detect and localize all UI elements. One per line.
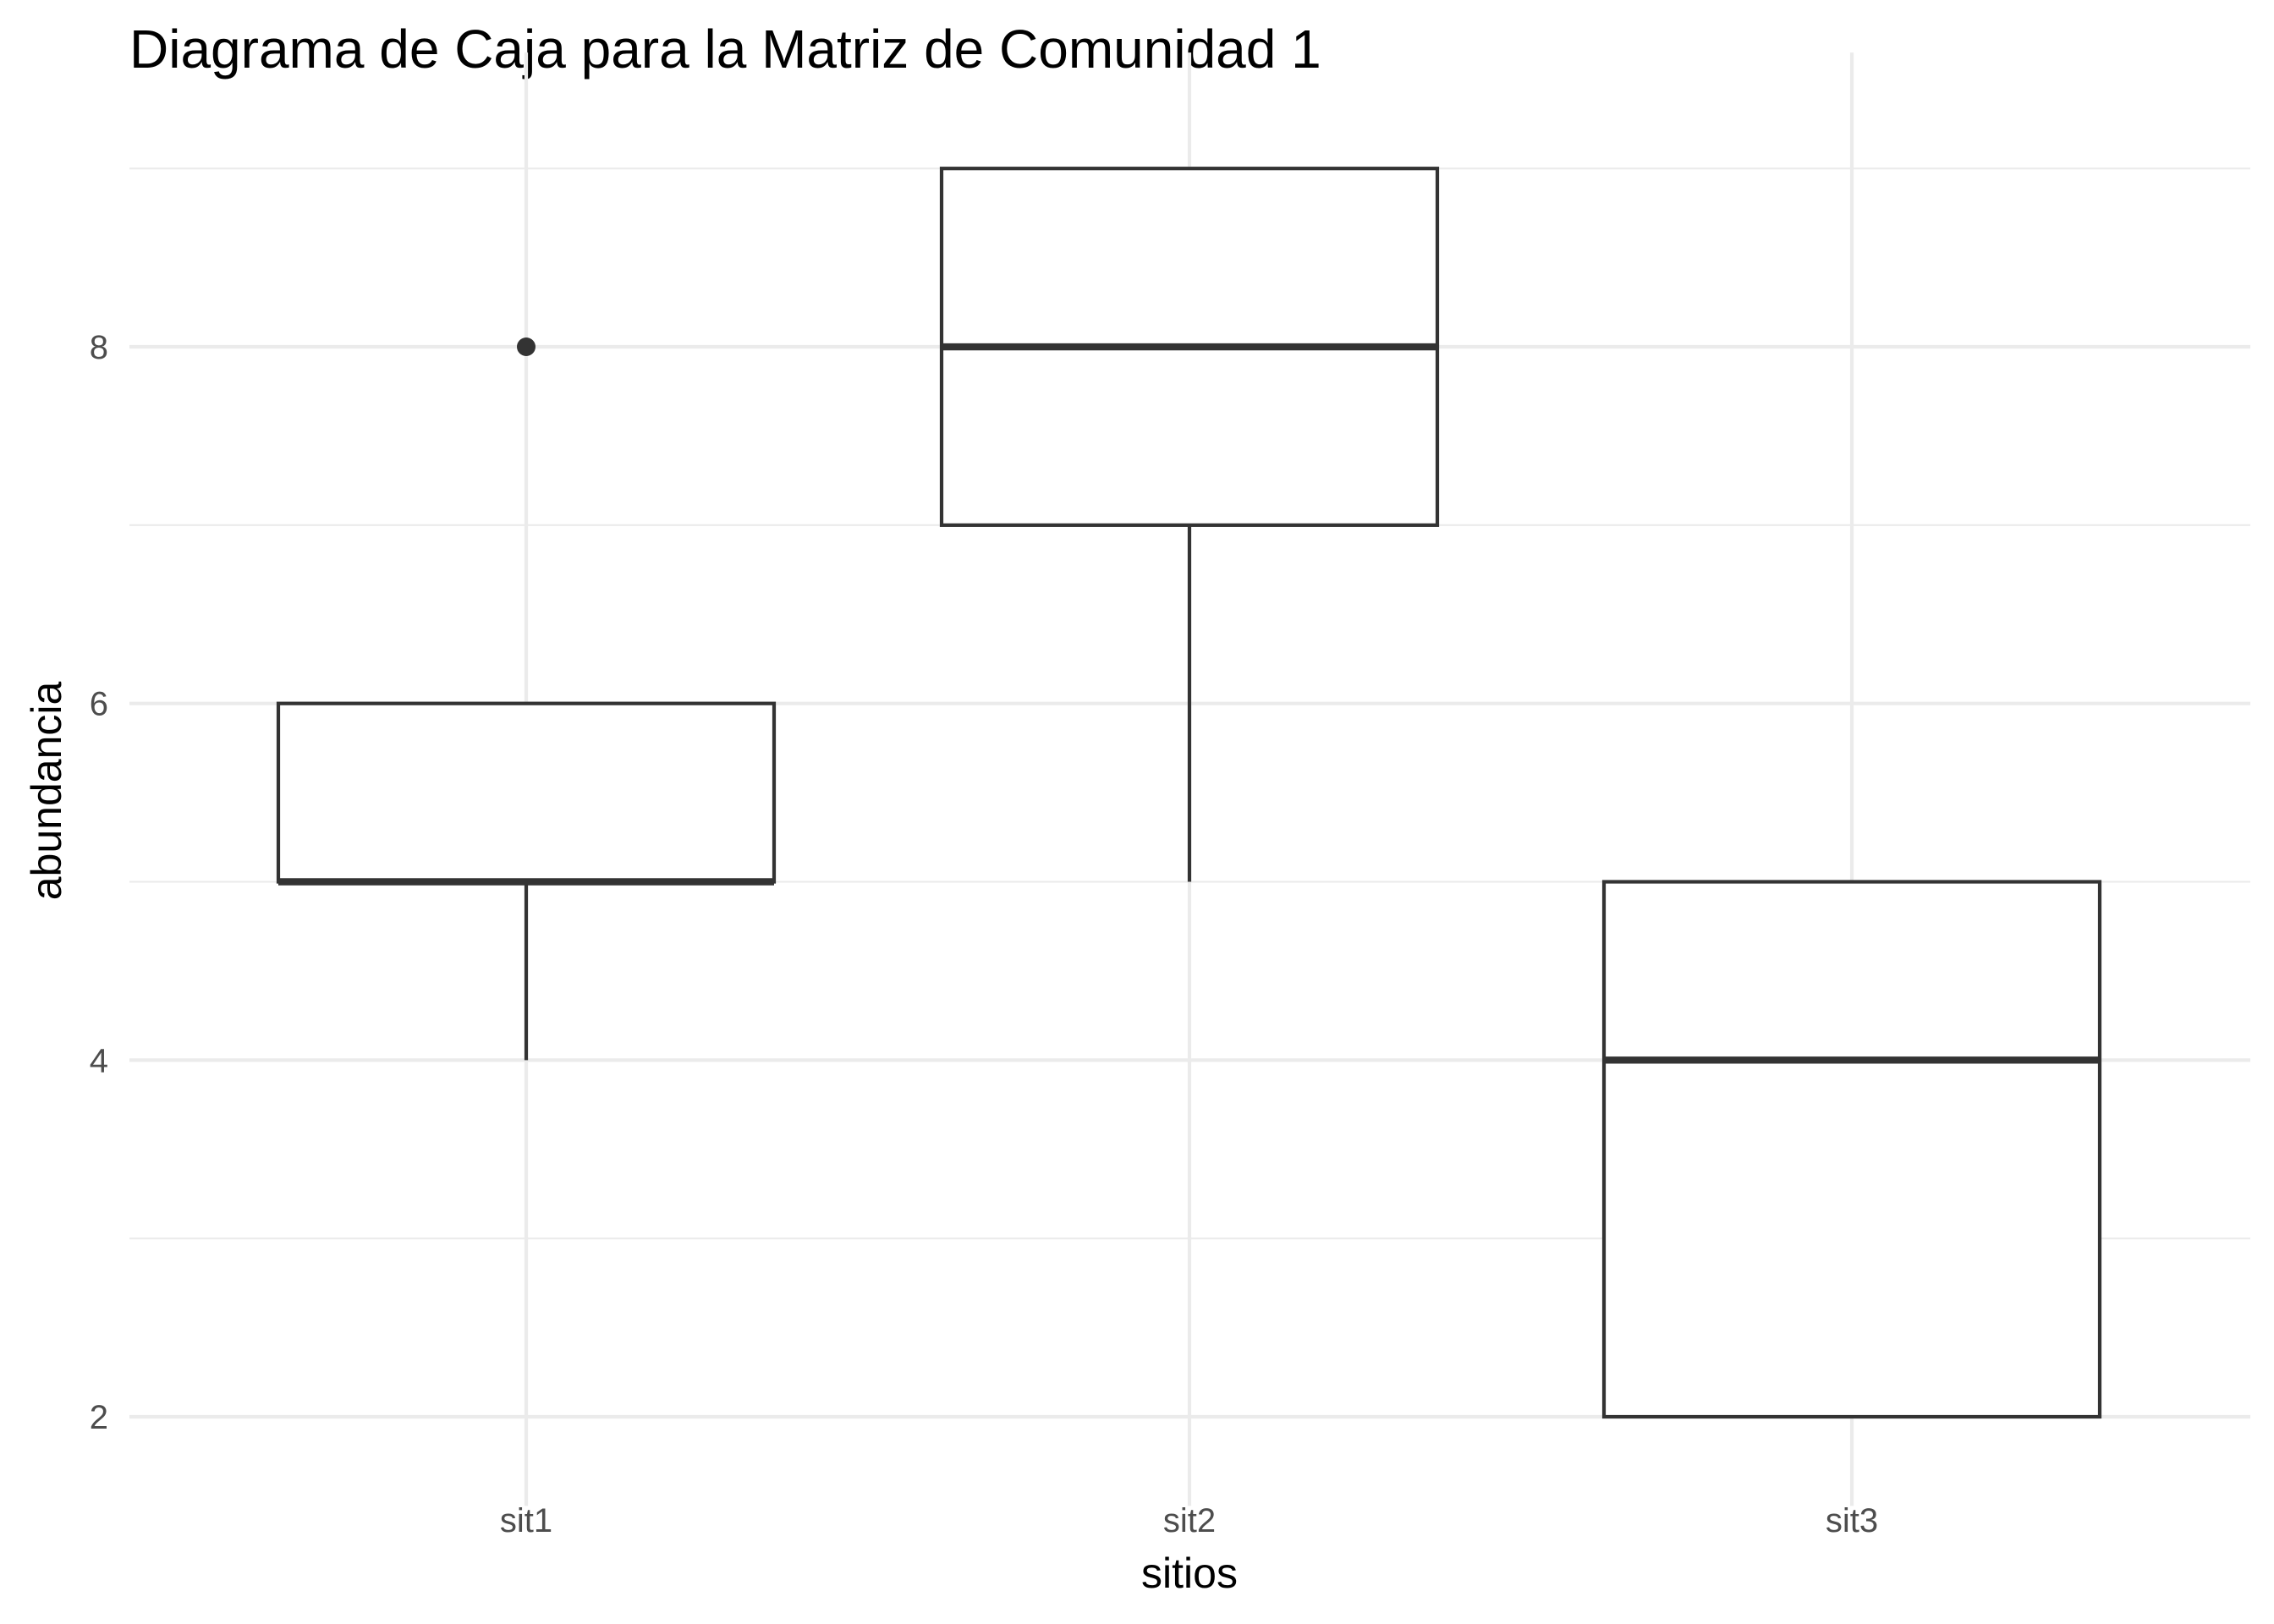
box-sit3 bbox=[1601, 880, 2102, 1419]
x-axis-title: sitios bbox=[1141, 1550, 1238, 1597]
boxes-layer bbox=[276, 167, 2102, 1419]
box-sit1 bbox=[276, 337, 777, 1061]
y-tick-label: 4 bbox=[90, 1042, 108, 1079]
y-tick-label: 2 bbox=[90, 1399, 108, 1436]
y-axis-tick-labels: 2 4 6 8 bbox=[90, 329, 108, 1436]
chart-title: Diagrama de Caja para la Matriz de Comun… bbox=[129, 19, 1321, 80]
box-sit2 bbox=[939, 167, 1440, 882]
y-tick-label: 8 bbox=[90, 329, 108, 366]
box-iqr bbox=[276, 701, 777, 884]
y-tick-label: 6 bbox=[90, 686, 108, 723]
x-tick-label: sit2 bbox=[1163, 1502, 1216, 1539]
x-tick-label: sit3 bbox=[1826, 1502, 1878, 1539]
outlier-point bbox=[517, 337, 536, 357]
y-axis-title: abundancia bbox=[23, 682, 70, 901]
box-iqr bbox=[1601, 880, 2102, 1419]
x-axis-tick-labels: sit1 sit2 sit3 bbox=[500, 1502, 1878, 1539]
x-tick-label: sit1 bbox=[500, 1502, 552, 1539]
